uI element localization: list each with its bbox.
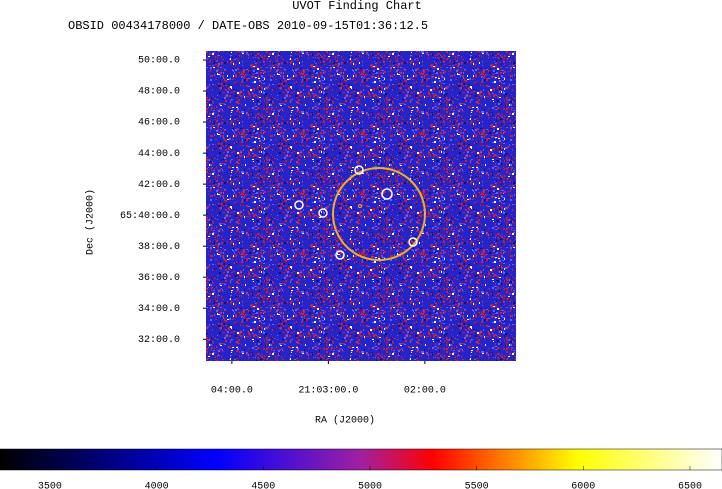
colorbar-tick-label: 3500 xyxy=(38,482,62,489)
y-axis-label: Dec (J2000) xyxy=(85,189,97,255)
source-marker xyxy=(294,200,304,210)
y-tick-label: 32:00.0 xyxy=(138,335,180,346)
chart-subtitle: OBSID 00434178000 / DATE-OBS 2010-09-15T… xyxy=(68,19,428,33)
source-marker xyxy=(408,237,418,247)
source-marker xyxy=(381,188,393,200)
y-tick-label: 42:00.0 xyxy=(138,180,180,191)
x-tick-label: 02:00.0 xyxy=(404,386,446,397)
y-tick-label: 48:00.0 xyxy=(138,87,180,98)
colorbar-tick-label: 6500 xyxy=(678,482,702,489)
source-marker xyxy=(335,250,345,260)
source-marker xyxy=(318,208,328,218)
colorbar-tick-label: 5000 xyxy=(358,482,382,489)
y-tick-label: 44:00.0 xyxy=(138,149,180,160)
x-tick-label: 21:03:00.0 xyxy=(298,386,358,397)
colorbar xyxy=(0,448,722,471)
annotations xyxy=(294,165,426,261)
source-marker xyxy=(354,165,364,175)
y-tick-label: 36:00.0 xyxy=(138,273,180,284)
chart-title: UVOT Finding Chart xyxy=(292,0,422,13)
y-tick-label: 38:00.0 xyxy=(138,242,180,253)
error-circle xyxy=(332,167,426,261)
colorbar-tick-label: 6000 xyxy=(571,482,595,489)
y-tick-label: 50:00.0 xyxy=(138,56,180,67)
y-tick-label: 46:00.0 xyxy=(138,118,180,129)
colorbar-tick-label: 5500 xyxy=(465,482,489,489)
colorbar-tick-label: 4500 xyxy=(251,482,275,489)
y-tick-label: 34:00.0 xyxy=(138,304,180,315)
colorbar-tick-label: 4000 xyxy=(145,482,169,489)
center-marker xyxy=(358,204,362,208)
x-tick-label: 04:00.0 xyxy=(211,386,253,397)
y-tick-label: 65:40:00.0 xyxy=(120,211,180,222)
x-axis-label: RA (J2000) xyxy=(315,415,375,427)
